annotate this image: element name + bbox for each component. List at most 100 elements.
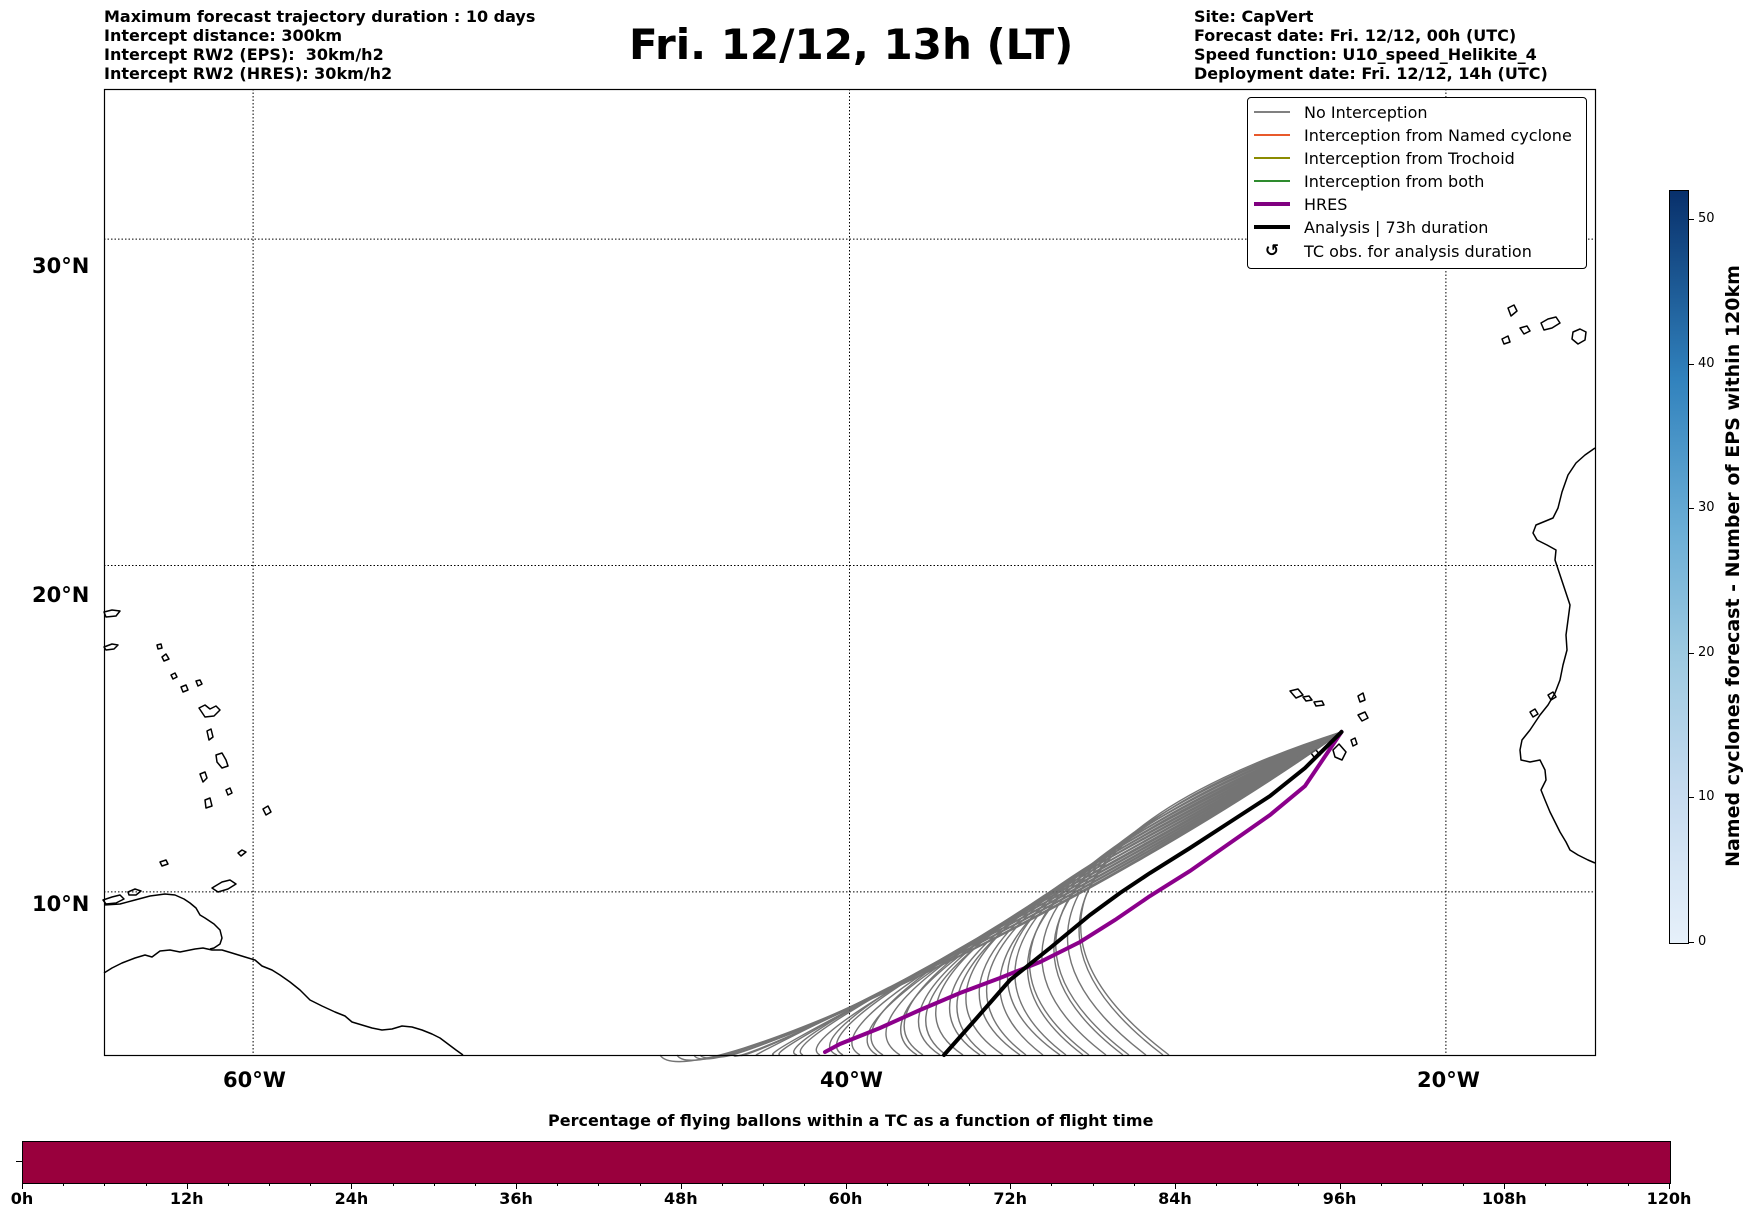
bottom-bar-tick-mark xyxy=(969,1183,971,1186)
bottom-bar-tick-mark xyxy=(1051,1183,1053,1186)
eps-trajectories xyxy=(659,731,1342,1063)
isla-margarita xyxy=(127,888,142,896)
colorbar-tick-label: 0 xyxy=(1698,934,1707,949)
colorbar-tick-label: 30 xyxy=(1698,500,1715,516)
africa-islands-1 xyxy=(1547,691,1557,701)
bottom-bar-tick-mark xyxy=(721,1183,723,1186)
lesser-antilles-7 xyxy=(180,684,189,693)
bottom-bar-tick-mark xyxy=(804,1183,806,1186)
cape-verde-3 xyxy=(1313,700,1325,707)
bottom-bar-tick-mark xyxy=(1216,1183,1218,1186)
bottom-bar-tick-label: 96h xyxy=(1322,1189,1357,1208)
virgin-islands xyxy=(103,643,119,651)
info-intercept-eps: Intercept RW2 (EPS): 30km/h2 xyxy=(104,45,384,64)
colorbar-tick-mark xyxy=(1689,218,1694,220)
eps-trajectory-line xyxy=(1078,731,1342,1056)
bottom-bar-tick-label: 0h xyxy=(10,1189,34,1208)
lesser-antilles-6 xyxy=(195,679,203,687)
colorbar-tick-mark xyxy=(1689,363,1694,365)
lesser-antilles-8 xyxy=(170,672,178,680)
bottom-bar-tick-mark xyxy=(845,1183,847,1189)
info-intercept-hres: Intercept RW2 (HRES): 30km/h2 xyxy=(104,64,393,83)
bottom-bar-tick-label: 36h xyxy=(499,1189,533,1208)
legend-item-named-cyclone: Interception from Named cyclone xyxy=(1248,123,1572,147)
hres-trajectory xyxy=(823,729,1344,1054)
colorbar-tick-label: 50 xyxy=(1698,210,1715,226)
lesser-antilles-10 xyxy=(156,643,163,650)
bottom-bar-tick-mark xyxy=(433,1183,435,1186)
south-america-coast xyxy=(103,947,464,1056)
bottom-bar-tick-mark xyxy=(227,1183,229,1186)
lon-label-20w: 20°W xyxy=(1417,1068,1480,1092)
lon-label-40w: 40°W xyxy=(820,1068,883,1092)
west-africa-coast xyxy=(1519,447,1596,864)
map-frame xyxy=(103,88,1597,1057)
map-title: Fri. 12/12, 13h (LT) xyxy=(629,20,1074,69)
africa-islands-2 xyxy=(1529,708,1539,718)
bottom-bar-tick-label: 24h xyxy=(334,1189,369,1208)
eps-trajectory-line xyxy=(1053,731,1342,1056)
lesser-antilles-5 xyxy=(198,704,221,718)
bottom-bar-tick-mark xyxy=(598,1183,600,1186)
colorbar-tick-mark xyxy=(1689,652,1694,654)
bottom-bar-tick-mark xyxy=(1339,1183,1341,1189)
canary-2 xyxy=(1501,335,1511,345)
legend-swatch xyxy=(1254,202,1290,206)
bottom-bar-tick-mark xyxy=(1380,1183,1382,1186)
info-deployment-date: Deployment date: Fri. 12/12, 14h (UTC) xyxy=(1194,64,1548,83)
bottom-bar-tick-label: 12h xyxy=(169,1189,204,1208)
bottom-bar-tick-mark xyxy=(1421,1183,1423,1186)
eps-trajectory-line xyxy=(935,731,1342,1056)
info-forecast-date: Forecast date: Fri. 12/12, 00h (UTC) xyxy=(1194,26,1517,45)
bottom-bar-tick-mark xyxy=(104,1183,106,1186)
map-legend: No Interception Interception from Named … xyxy=(1247,97,1587,269)
canary-3 xyxy=(1519,325,1531,335)
legend-item-tc-obs: ↺ TC obs. for analysis duration xyxy=(1248,239,1532,263)
lesser-antilles-2 xyxy=(204,797,213,809)
bottom-bar-tick-mark xyxy=(269,1183,271,1186)
cape-verde-6 xyxy=(1350,737,1358,747)
bottom-bar-tick-mark xyxy=(763,1183,765,1186)
bottom-bar-tick-mark xyxy=(474,1183,476,1186)
legend-item-analysis: Analysis | 73h duration xyxy=(1248,215,1488,239)
info-trajectory-duration: Maximum forecast trajectory duration : 1… xyxy=(104,7,536,26)
canary-4 xyxy=(1540,316,1561,331)
legend-swatch xyxy=(1254,157,1290,159)
bottom-bar-tick-mark xyxy=(680,1183,682,1189)
bottom-bar-tick-label: 120h xyxy=(1646,1189,1692,1208)
bottom-bar-tick-mark xyxy=(1627,1183,1629,1186)
bottom-bar-tick-mark xyxy=(639,1183,641,1186)
tobago xyxy=(237,849,247,857)
lat-label-20: 20°N xyxy=(32,583,90,607)
bottom-bar-tick-mark xyxy=(22,1183,23,1189)
bottom-bar-tick-mark xyxy=(1463,1183,1465,1186)
lon-label-60w: 60°W xyxy=(223,1068,286,1092)
bottom-bar-tick-mark xyxy=(1174,1183,1176,1189)
bottom-bar-tick-mark xyxy=(145,1183,147,1186)
eps-trajectory-line xyxy=(1080,731,1342,1056)
trinidad xyxy=(211,879,237,893)
bottom-bar-tick-mark xyxy=(1133,1183,1135,1186)
legend-swatch xyxy=(1254,225,1290,229)
small-antilles xyxy=(225,787,233,796)
header-right-info: Site: CapVert Forecast date: Fri. 12/12,… xyxy=(1194,7,1548,83)
bottom-bar-tick-label: 60h xyxy=(828,1189,863,1208)
legend-item-no-interception: No Interception xyxy=(1248,100,1428,124)
bottom-bar-tick-mark xyxy=(516,1183,518,1189)
puerto-rico xyxy=(103,609,121,618)
eps-trajectory-line xyxy=(885,731,1342,1056)
bottom-bar-left-tick xyxy=(16,1161,22,1162)
eps-trajectory-line xyxy=(917,731,1342,1056)
legend-swatch xyxy=(1254,111,1290,113)
lesser-antilles-3 xyxy=(215,752,229,769)
legend-item-hres: HRES xyxy=(1248,192,1347,216)
lesser-antilles-4 xyxy=(206,728,214,741)
lat-label-10: 10°N xyxy=(32,892,90,916)
venezuela-north-coast xyxy=(103,893,223,950)
bottom-bar-tick-mark xyxy=(1092,1183,1094,1186)
colorbar-tick-label: 10 xyxy=(1698,789,1715,805)
legend-swatch xyxy=(1254,180,1290,182)
eps-trajectory-line xyxy=(1066,731,1342,1056)
bottom-bar-tick-mark xyxy=(1298,1183,1300,1186)
colorbar-tick-mark xyxy=(1689,942,1694,943)
